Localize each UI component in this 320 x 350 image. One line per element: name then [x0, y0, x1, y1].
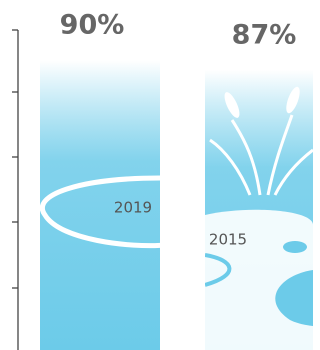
- category-label: 2019: [114, 199, 152, 217]
- axis: [12, 30, 18, 350]
- category-label: 2015: [209, 230, 247, 248]
- chart: 90% 2019 87% 2015: [0, 0, 313, 350]
- value-label: 90%: [60, 10, 125, 41]
- value-label: 87%: [232, 19, 297, 50]
